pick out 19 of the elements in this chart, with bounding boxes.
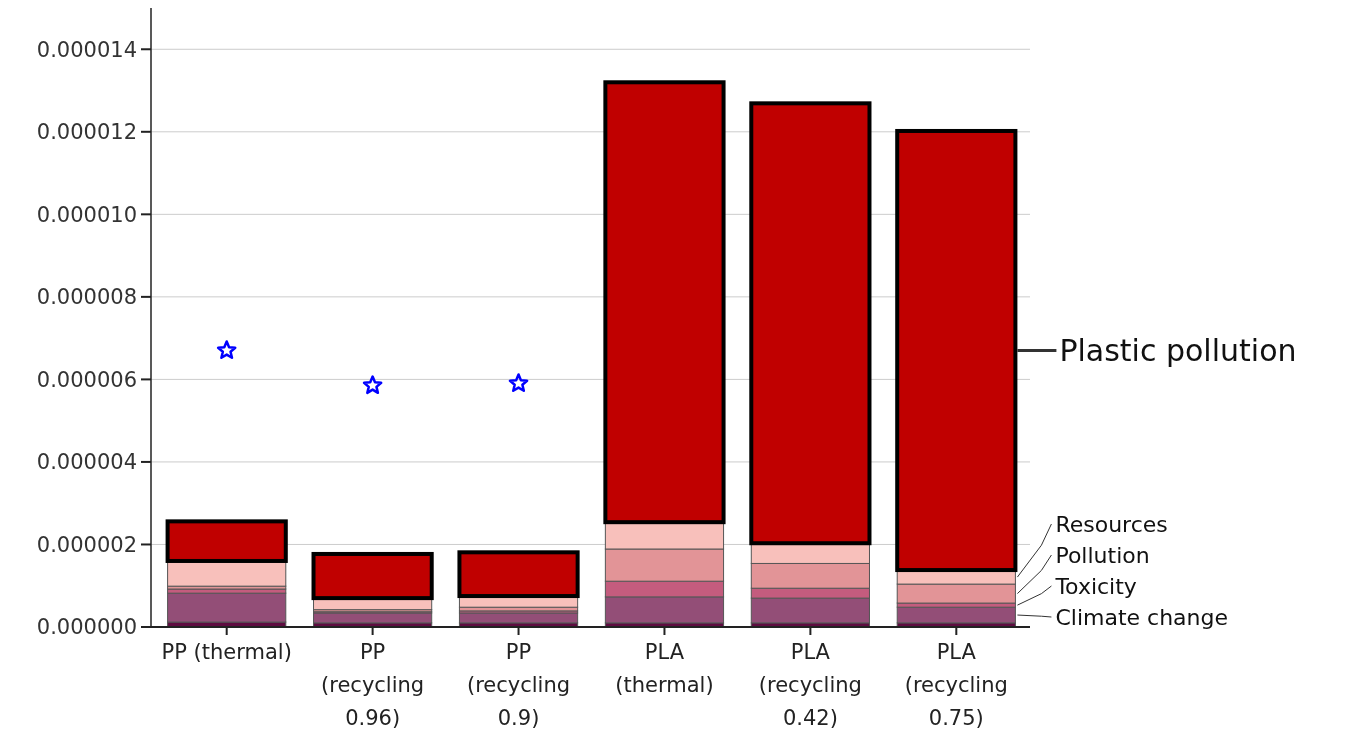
x-tick-label: PP (thermal) (161, 640, 292, 664)
series-label: Plastic pollution (1059, 333, 1297, 369)
x-tick-label: PP (recycling 0.96) (321, 640, 425, 730)
series-label: Toxicity (1054, 573, 1137, 599)
y-tick-label: 0.000008 (36, 285, 137, 310)
x-tick-label: PLA (recycling 0.75) (904, 640, 1008, 730)
y-tick-label: 0.000010 (36, 202, 137, 227)
y-tick-label: 0.000012 (36, 120, 137, 145)
y-tick-label: 0.000000 (36, 615, 137, 640)
text: Resources (1055, 511, 1168, 537)
x-tick-label: PP (recycling 0.9) (466, 640, 571, 730)
y-tick-label: 0.000004 (36, 450, 137, 475)
y-tick-label: 0.000002 (36, 532, 137, 557)
x-tick-label: PLA (thermal) (615, 640, 714, 697)
series-label: Climate change (1055, 604, 1229, 630)
x-tick-label: PLA (recycling 0.42) (758, 640, 862, 730)
y-tick-label: 0.000014 (36, 37, 137, 62)
series-label: Pollution (1055, 542, 1150, 568)
y-tick-label: 0.000006 (36, 367, 137, 392)
